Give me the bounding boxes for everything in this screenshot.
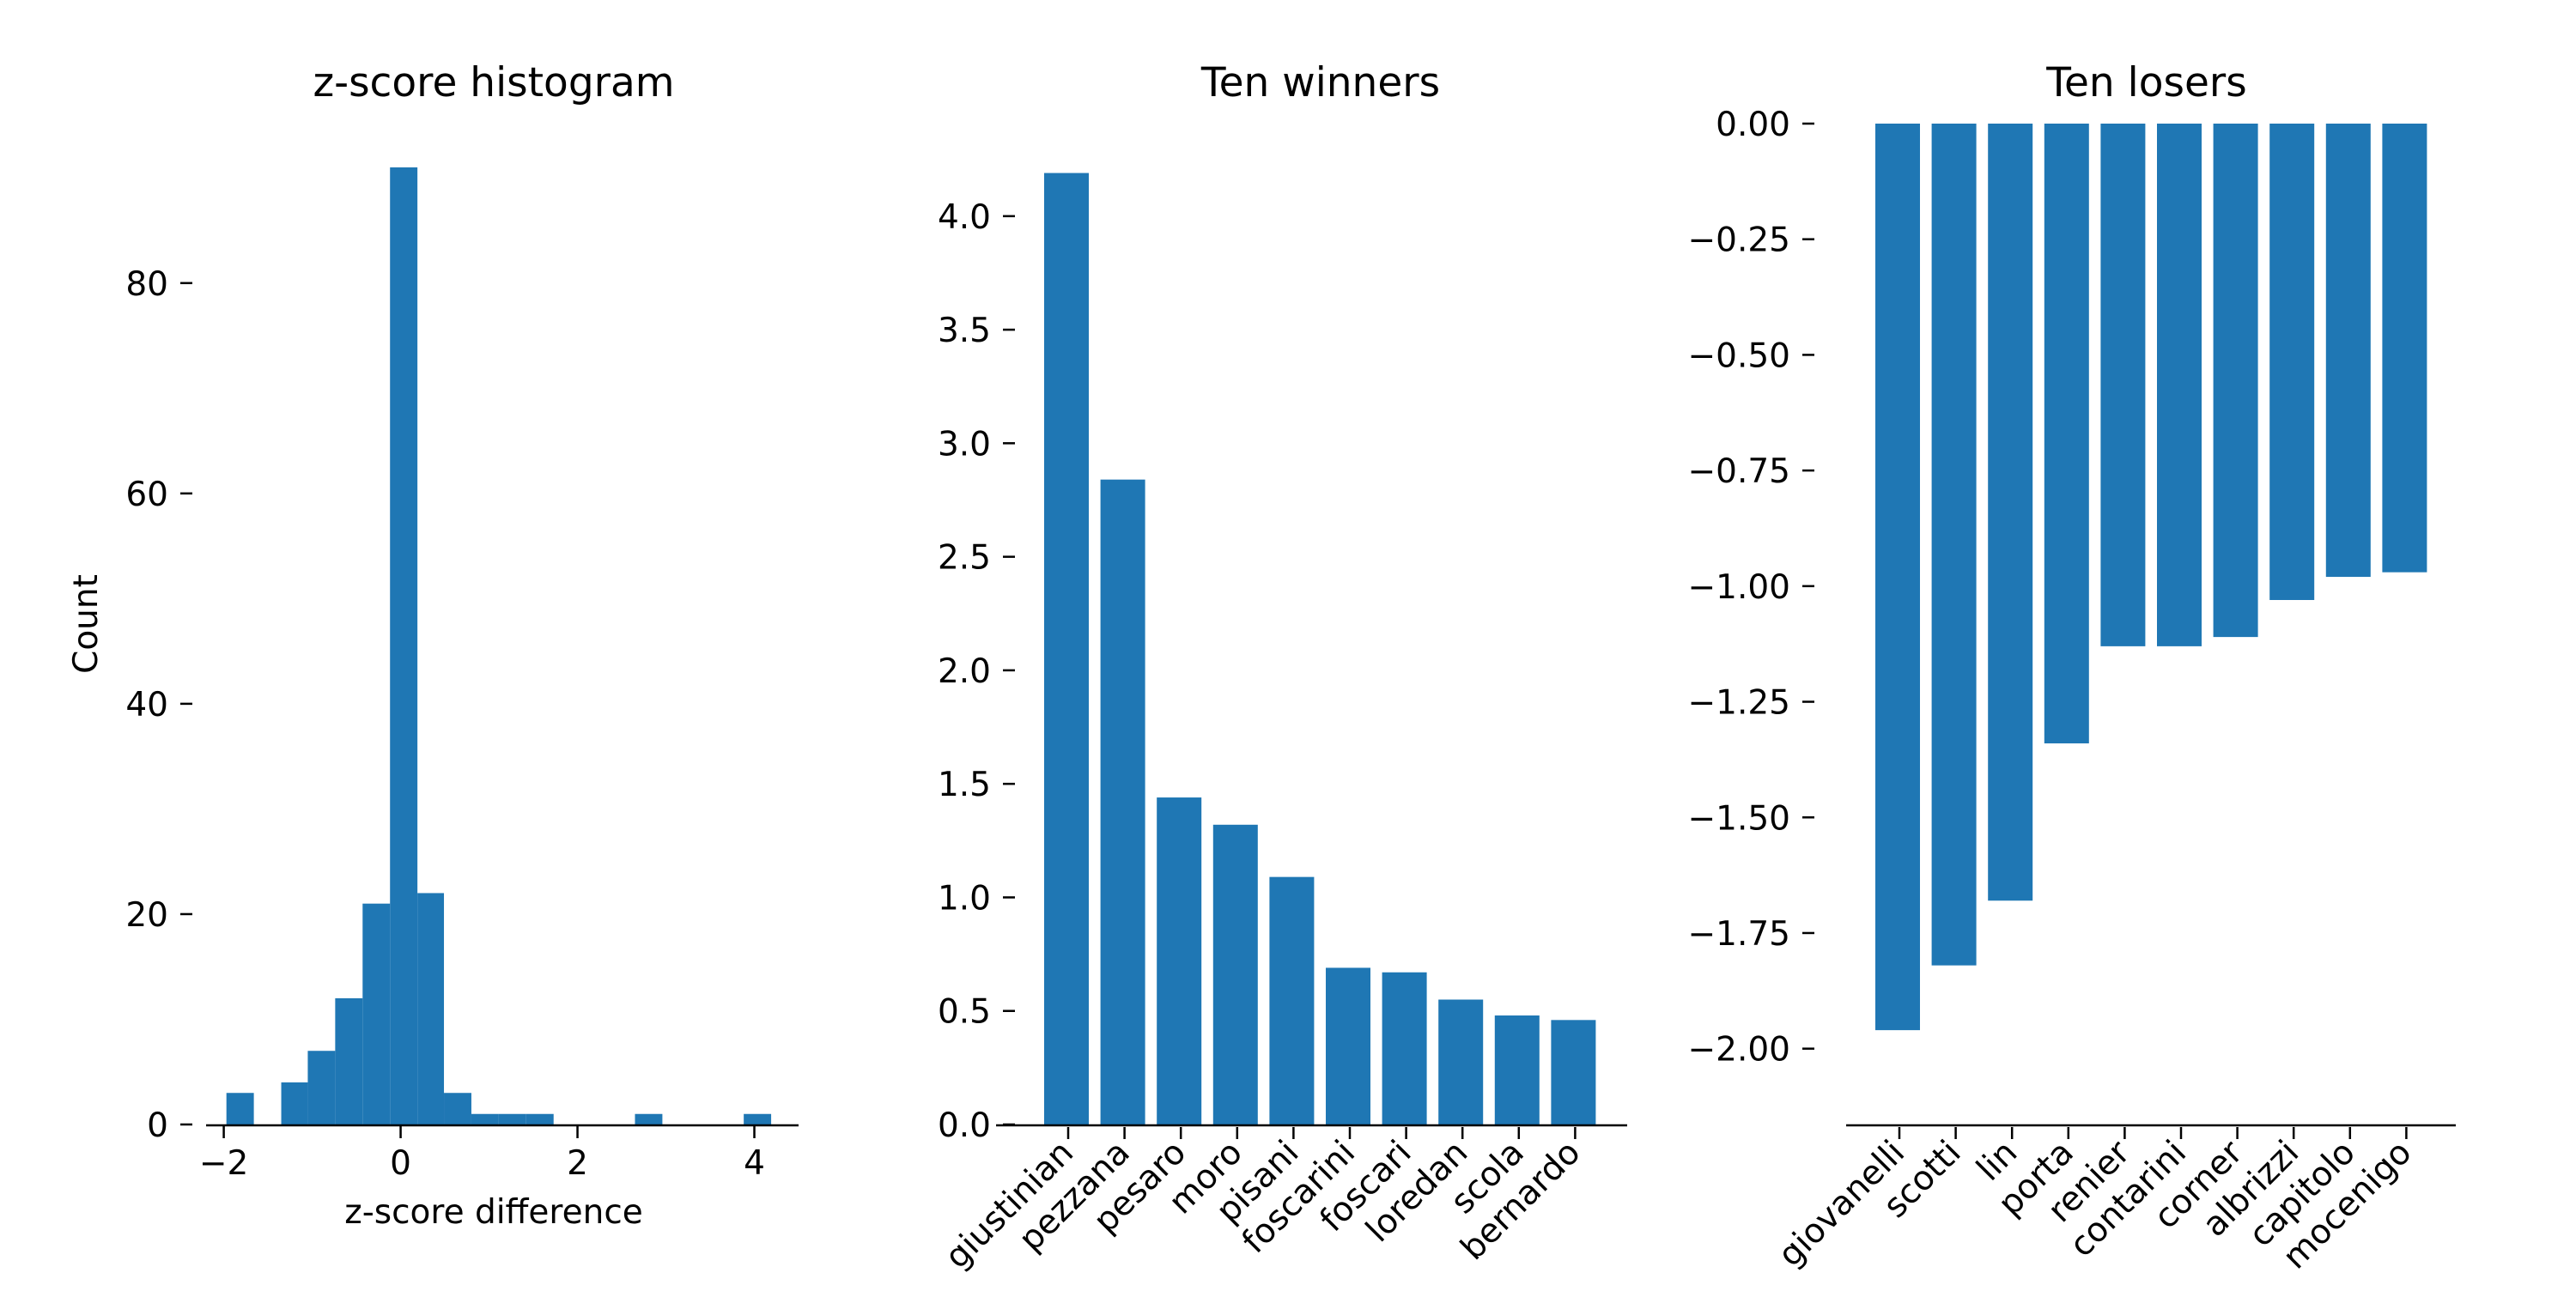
histogram-y-tick-label: 0: [147, 1106, 168, 1145]
histogram-y-tick-label: 80: [125, 265, 168, 304]
histogram-x-axis-label: z-score difference: [344, 1193, 643, 1232]
losers-bar: [2213, 124, 2258, 638]
winners-y-tick-label: 1.0: [938, 879, 991, 918]
losers-y-tick-label: −1.25: [1687, 684, 1790, 723]
histogram-bar: [635, 1113, 663, 1124]
winners-bar: [1100, 479, 1145, 1124]
histogram-y-tick-label: 40: [125, 686, 168, 724]
losers-y-tick-label: −0.75: [1687, 452, 1790, 491]
losers-bar: [1988, 124, 2033, 901]
winners-y-tick-label: 4.0: [938, 198, 991, 237]
winners-bar: [1551, 1020, 1596, 1124]
winners-y-tick-label: 2.5: [938, 539, 991, 578]
winners-bar: [1269, 876, 1315, 1124]
histogram-y-axis-label: Count: [67, 574, 106, 674]
histogram-bar: [417, 893, 445, 1124]
winners-y-tick-label: 3.0: [938, 425, 991, 464]
losers-y-tick-label: −1.50: [1687, 799, 1790, 838]
histogram-bar: [390, 167, 418, 1125]
losers-title: Ten losers: [2045, 59, 2246, 106]
winners-y-tick-label: 3.5: [938, 312, 991, 350]
winners-title: Ten winners: [1200, 59, 1440, 106]
histogram-panel: z-score histogram z-score difference Cou…: [67, 59, 799, 1232]
losers-bar: [1931, 124, 1977, 966]
losers-y-tick-label: −1.75: [1687, 915, 1790, 954]
winners-y-tick-label: 1.5: [938, 766, 991, 804]
histogram-bar: [498, 1113, 526, 1124]
histogram-title: z-score histogram: [313, 59, 674, 106]
winners-bar: [1382, 972, 1427, 1124]
histogram-bar: [444, 1093, 471, 1124]
losers-y-tick-label: 0.00: [1716, 106, 1790, 144]
winners-y-tick-label: 2.0: [938, 652, 991, 691]
histogram-bar: [226, 1093, 254, 1124]
histogram-bar: [471, 1113, 499, 1124]
losers-y-tick-label: −0.50: [1687, 336, 1790, 375]
histogram-x-tick-label: 2: [567, 1144, 588, 1183]
losers-y-tick-label: −0.25: [1687, 221, 1790, 260]
winners-bar: [1326, 967, 1370, 1124]
losers-bar: [2325, 124, 2371, 578]
losers-bar: [2157, 124, 2202, 646]
winners-bar: [1157, 797, 1202, 1124]
losers-y-tick-label: −2.00: [1687, 1031, 1790, 1070]
winners-y-tick-label: 0.0: [938, 1106, 991, 1145]
losers-y-tick-label: −1.00: [1687, 568, 1790, 607]
histogram-x-tick-label: 0: [390, 1144, 411, 1183]
winners-bar: [1044, 173, 1089, 1124]
histogram-y-tick-label: 20: [125, 896, 168, 935]
losers-bar: [1875, 124, 1920, 1031]
histogram-x-tick-label: −2: [199, 1144, 249, 1183]
histogram-bar: [281, 1082, 308, 1124]
histogram-bar: [744, 1113, 772, 1124]
losers-bar: [2100, 124, 2146, 646]
winners-bar: [1212, 824, 1258, 1124]
histogram-y-tick-label: 60: [125, 476, 168, 514]
losers-bar: [2382, 124, 2427, 573]
histogram-bar: [526, 1113, 554, 1124]
histogram-x-tick-label: 4: [744, 1144, 765, 1183]
winners-bar: [1494, 1015, 1540, 1124]
losers-bar: [2044, 124, 2089, 744]
histogram-bar: [307, 1051, 336, 1124]
winners-bar: [1438, 999, 1484, 1124]
histogram-bar: [335, 997, 363, 1124]
winners-y-tick-label: 0.5: [938, 993, 991, 1032]
losers-bar: [2269, 124, 2315, 600]
histogram-bar: [362, 903, 391, 1124]
